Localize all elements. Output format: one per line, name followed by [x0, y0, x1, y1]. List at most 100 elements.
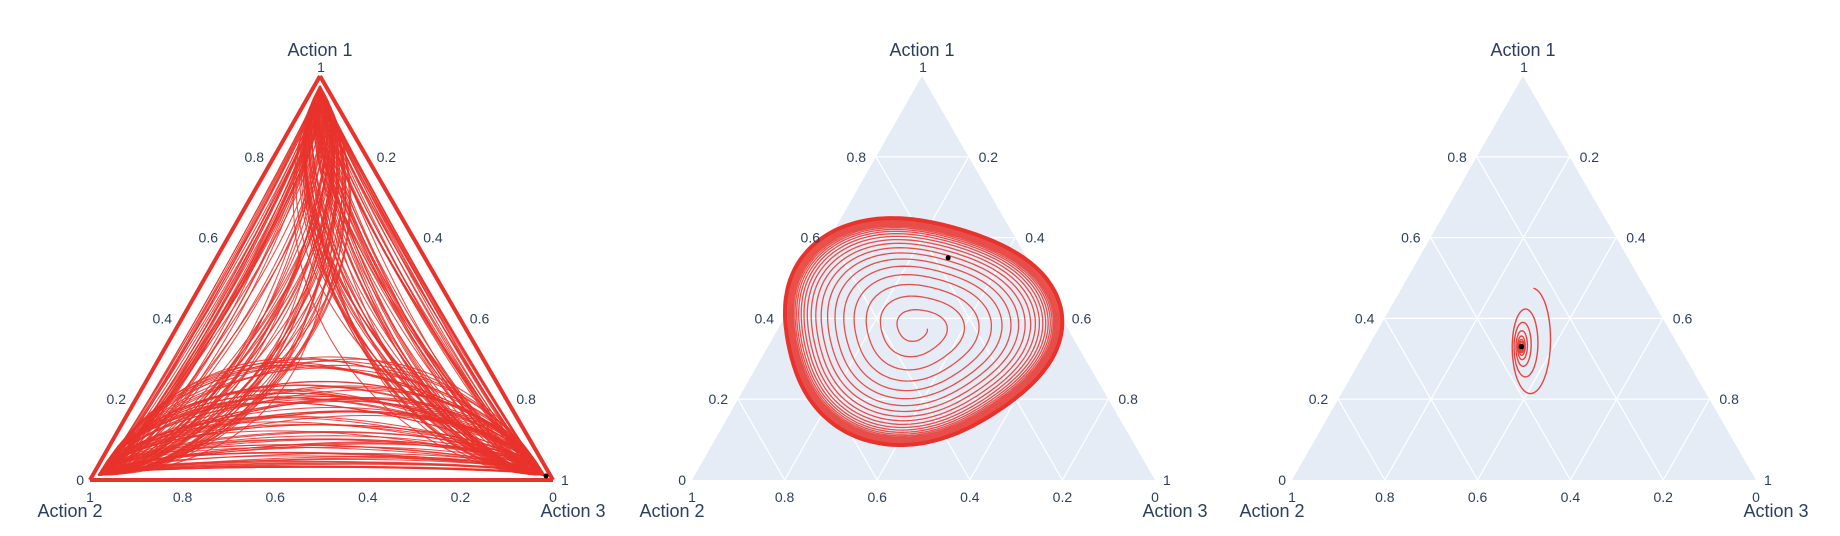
- b-tick-label: 0.4: [1561, 489, 1581, 505]
- a-end-tick: 1: [317, 59, 325, 75]
- ternary-plot-1: 0.20.40.60.8 0.20.40.60.80.20.40.60.81011…: [37, 40, 605, 521]
- c-end-tick: 1: [1163, 472, 1171, 488]
- trajectory-segment: [314, 85, 545, 476]
- trajectory-segment: [97, 367, 546, 476]
- b-tick-label: 0.6: [265, 489, 285, 505]
- a-zero-tick: 0: [76, 472, 84, 488]
- trajectory: [783, 216, 1065, 447]
- a-tick-label: 0.4: [153, 310, 173, 326]
- trajectory-segment: [98, 85, 333, 476]
- c-zero-tick: 0: [549, 489, 557, 505]
- a-tick-label: 0.6: [801, 230, 821, 246]
- a-tick-label: 0.2: [709, 391, 729, 407]
- ternary-plot-2: 0.20.40.60.8 0.20.40.60.80.20.40.60.81011…: [639, 40, 1207, 521]
- trajectory-segment: [98, 85, 343, 476]
- spiral-trajectory: [786, 219, 1061, 444]
- b-tick-label: 0.2: [1653, 489, 1673, 505]
- trajectory-segment: [98, 85, 329, 476]
- axis-title-b: Action 2: [37, 501, 102, 521]
- trajectory-segment: [98, 85, 338, 476]
- c-end-tick: 1: [561, 472, 569, 488]
- start-marker: [543, 473, 549, 479]
- axis-title-c: Action 3: [540, 501, 605, 521]
- axis-title-c: Action 3: [1142, 501, 1207, 521]
- a-tick-label: 0.4: [755, 310, 775, 326]
- trajectory-segment: [311, 85, 545, 476]
- trajectory-segment: [98, 85, 322, 476]
- trajectory-segment: [317, 85, 545, 476]
- axis-title-c: Action 3: [1743, 501, 1808, 521]
- grid-line: [737, 398, 786, 481]
- start-marker: [945, 255, 951, 261]
- trajectory-segment: [98, 85, 326, 476]
- ternary-background: [1292, 76, 1756, 480]
- grid-line: [1569, 318, 1664, 481]
- a-tick-label: 0.2: [107, 391, 127, 407]
- trajectory-segment: [97, 460, 545, 476]
- axis-title-b: Action 2: [639, 501, 704, 521]
- b-tick-label: 0.8: [173, 489, 193, 505]
- a-tick-label: 0.6: [1401, 230, 1421, 246]
- trajectory-segment: [314, 85, 545, 476]
- fixed-point-marker: [1518, 343, 1525, 350]
- b-tick-label: 0.8: [1375, 489, 1395, 505]
- b-end-tick: 1: [1288, 489, 1296, 505]
- grid-line: [1061, 398, 1109, 481]
- a-tick-label: 0.6: [199, 230, 219, 246]
- limit-cycle: [783, 216, 1065, 447]
- trajectory-segment: [98, 85, 322, 476]
- axis-title-a: Action 1: [889, 40, 954, 60]
- trajectory: [1511, 287, 1552, 395]
- trajectory-segment: [317, 85, 545, 476]
- trajectory-segment: [98, 85, 321, 476]
- trajectory-segment: [98, 85, 328, 476]
- trajectory-boundary: [318, 75, 555, 481]
- trajectory-segment: [313, 85, 545, 476]
- c-tick-label: 0.2: [1580, 149, 1600, 165]
- trajectory-segment: [299, 85, 545, 476]
- trajectory-segment: [98, 85, 321, 476]
- a-tick-label: 0.4: [1355, 310, 1375, 326]
- trajectory-segment: [97, 465, 545, 476]
- trajectory: [88, 75, 555, 482]
- c-tick-label: 0.4: [1025, 230, 1045, 246]
- a-zero-tick: 0: [678, 472, 686, 488]
- a-end-tick: 1: [919, 59, 927, 75]
- c-tick-label: 0.2: [377, 149, 397, 165]
- c-tick-label: 0.8: [1118, 391, 1138, 407]
- a-tick-label: 0.8: [245, 149, 265, 165]
- c-tick-label: 0.8: [516, 391, 536, 407]
- trajectory-boundary: [88, 75, 322, 481]
- trajectory-segment: [312, 85, 545, 476]
- c-tick-label: 0.2: [979, 149, 999, 165]
- trajectory-segment: [318, 85, 545, 476]
- b-tick-label: 0.6: [1468, 489, 1488, 505]
- grid-line: [1430, 237, 1571, 481]
- trajectory-segment: [97, 380, 546, 476]
- b-tick-label: 0.2: [1053, 489, 1073, 505]
- c-tick-label: 0.6: [1673, 310, 1693, 326]
- ternary-plot-3: 0.20.40.60.8 0.20.40.60.80.20.40.60.81011…: [1239, 40, 1808, 521]
- b-tick-label: 0.4: [960, 489, 980, 505]
- grid-line: [829, 237, 971, 481]
- b-tick-label: 0.6: [867, 489, 887, 505]
- axis-title-b: Action 2: [1239, 501, 1304, 521]
- trajectory-segment: [98, 85, 322, 476]
- b-tick-label: 0.4: [358, 489, 378, 505]
- c-tick-label: 0.4: [1626, 230, 1646, 246]
- a-tick-label: 0.8: [847, 149, 867, 165]
- c-tick-label: 0.6: [1072, 310, 1092, 326]
- trajectory-segment: [97, 360, 546, 476]
- c-end-tick: 1: [1764, 472, 1772, 488]
- c-zero-tick: 0: [1752, 489, 1760, 505]
- a-tick-label: 0.2: [1309, 391, 1329, 407]
- trajectory-segment: [98, 85, 352, 476]
- a-tick-label: 0.8: [1447, 149, 1467, 165]
- trajectory-segment: [97, 364, 546, 476]
- a-end-tick: 1: [1520, 59, 1528, 75]
- grid-line: [1662, 398, 1710, 481]
- trajectory-segment: [97, 438, 546, 476]
- a-zero-tick: 0: [1278, 472, 1286, 488]
- trajectory-segment: [97, 435, 546, 476]
